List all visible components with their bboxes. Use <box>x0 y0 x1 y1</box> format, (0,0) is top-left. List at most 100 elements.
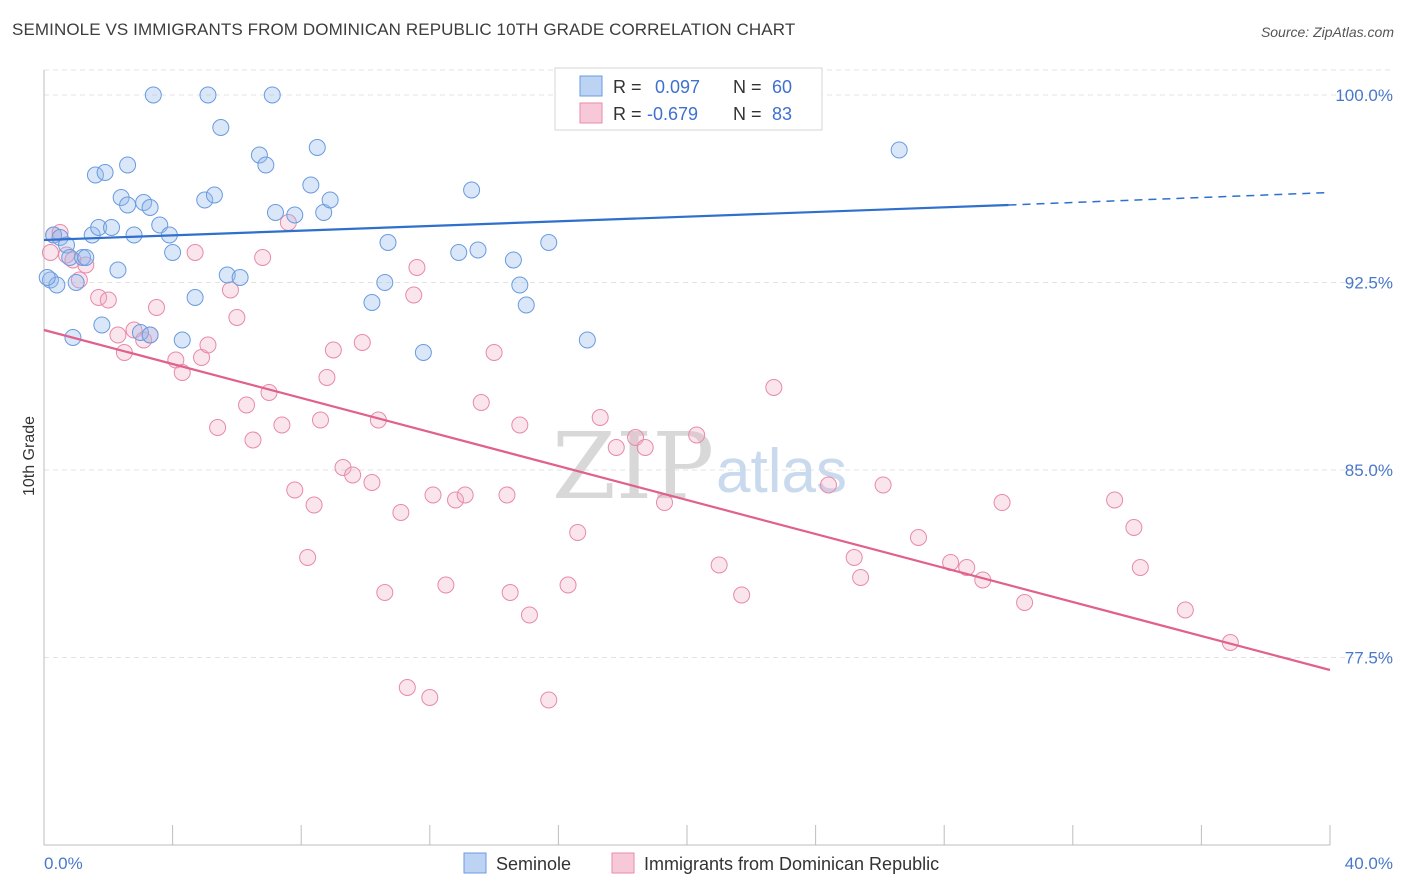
legend-r-label-1: R = <box>613 77 642 97</box>
seminole-point-45 <box>321 191 339 209</box>
seminole-point-32 <box>199 86 217 104</box>
seminole-point-49 <box>414 344 432 361</box>
dominican-point-31 <box>305 496 323 514</box>
watermark-zip: ZIP <box>552 413 714 520</box>
y-tick-label-2: 92.5% <box>1345 274 1393 293</box>
dominican-point-54 <box>511 416 529 434</box>
seminole-point-15 <box>103 219 121 236</box>
dominican-point-78 <box>1106 491 1124 509</box>
dominican-point-33 <box>318 369 336 386</box>
seminole-point-33 <box>205 186 223 204</box>
dominican-point-29 <box>286 481 304 499</box>
dominican-point-60 <box>607 439 625 456</box>
y-tick-label-1: 85.0% <box>1345 461 1393 480</box>
dominican-point-71 <box>874 476 892 494</box>
dominican-point-79 <box>1125 519 1143 536</box>
dominican-point-22 <box>228 309 246 326</box>
dominican-point-51 <box>485 344 503 361</box>
dominican-point-0 <box>41 244 59 261</box>
seminole-point-18 <box>119 156 137 174</box>
seminole-point-50 <box>450 244 468 261</box>
dominican-point-14 <box>148 299 166 316</box>
y-tick-label-3: 100.0% <box>1335 86 1393 105</box>
dominican-point-55 <box>520 606 538 624</box>
seminole-point-31 <box>196 191 214 209</box>
dominican-point-57 <box>559 576 577 594</box>
dominican-point-81 <box>1176 601 1194 619</box>
dominican-point-65 <box>710 556 728 574</box>
seminole-point-47 <box>376 274 394 291</box>
dominican-point-69 <box>845 549 863 566</box>
dominican-point-62 <box>636 439 654 456</box>
seminole-point-12 <box>90 219 108 236</box>
dominican-point-27 <box>273 416 291 434</box>
legend-r-value-1: 0.097 <box>655 77 700 97</box>
dominican-point-44 <box>408 259 426 276</box>
dominican-point-53 <box>501 584 519 601</box>
bottom-legend-label-seminole: Seminole <box>496 854 571 874</box>
data-points <box>38 86 1239 709</box>
series-legend: Seminole Immigrants from Dominican Repub… <box>463 852 939 874</box>
seminole-point-41 <box>286 206 304 224</box>
dominican-point-56 <box>540 691 558 709</box>
dominican-point-80 <box>1131 559 1149 576</box>
seminole-point-48 <box>379 234 397 251</box>
seminole-point-53 <box>504 251 522 269</box>
legend-n-label-1: N = <box>733 77 762 97</box>
legend-r-label-2: R = <box>613 104 642 124</box>
legend-n-value-2: 83 <box>772 104 792 124</box>
dominican-point-58 <box>569 524 587 541</box>
dominican-point-34 <box>324 341 342 359</box>
legend-r-value-2: -0.679 <box>647 104 698 124</box>
seminole-point-37 <box>250 146 268 164</box>
dominican-trend-line <box>43 328 1331 672</box>
seminole-point-29 <box>173 331 191 349</box>
dominican-point-7 <box>90 289 108 306</box>
seminole-point-36 <box>231 269 249 286</box>
bottom-legend-label-dominican: Immigrants from Dominican Republic <box>644 854 939 874</box>
x-tick-label-end: 40.0% <box>1345 854 1393 873</box>
x-tick-label-start: 0.0% <box>44 854 83 873</box>
dominican-point-48 <box>447 491 465 509</box>
dominican-point-8 <box>99 291 117 309</box>
legend-n-label-2: N = <box>733 104 762 124</box>
seminole-trend-line <box>43 203 1009 242</box>
dominican-point-32 <box>311 411 329 429</box>
seminole-point-57 <box>578 331 596 349</box>
bottom-legend-swatch-dominican <box>611 852 635 874</box>
seminole-point-51 <box>463 181 481 199</box>
dominican-point-41 <box>392 504 410 521</box>
dominican-point-72 <box>909 529 927 546</box>
seminole-point-56 <box>540 234 558 251</box>
seminole-point-11 <box>86 166 104 184</box>
seminole-point-28 <box>164 244 182 261</box>
dominican-point-76 <box>993 494 1011 511</box>
x-tick-labels: 0.0% 40.0% <box>44 854 1393 873</box>
seminole-point-54 <box>511 276 529 294</box>
seminole-point-9 <box>77 249 95 266</box>
seminole-point-4 <box>58 236 76 254</box>
dominican-point-17 <box>186 244 204 261</box>
dominican-point-19 <box>199 336 217 354</box>
seminole-point-39 <box>263 86 281 104</box>
dominican-point-59 <box>591 409 609 426</box>
seminole-point-55 <box>517 296 535 314</box>
dominican-point-24 <box>244 431 262 449</box>
seminole-point-19 <box>119 196 137 214</box>
dominican-point-74 <box>958 559 976 576</box>
chart-title: SEMINOLE VS IMMIGRANTS FROM DOMINICAN RE… <box>12 20 796 39</box>
dominican-point-40 <box>376 584 394 601</box>
y-axis-title: 10th Grade <box>21 416 38 496</box>
dominican-point-23 <box>238 396 256 414</box>
seminole-point-42 <box>302 176 320 194</box>
dominican-point-20 <box>209 419 227 436</box>
dominican-point-38 <box>363 474 381 491</box>
trend-lines <box>43 191 1331 672</box>
seminole-point-40 <box>266 204 284 221</box>
dominican-point-36 <box>344 466 362 484</box>
seminole-point-34 <box>212 119 230 136</box>
bottom-legend-swatch-seminole <box>463 852 487 874</box>
y-tick-label-0: 77.5% <box>1345 649 1393 668</box>
dominican-point-37 <box>353 334 371 351</box>
axes <box>43 70 1331 846</box>
